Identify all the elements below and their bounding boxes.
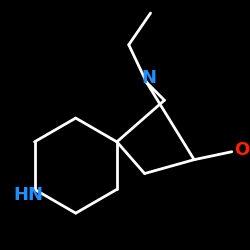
Text: N: N (141, 70, 156, 87)
Text: HN: HN (14, 186, 44, 204)
Text: O: O (234, 141, 249, 159)
